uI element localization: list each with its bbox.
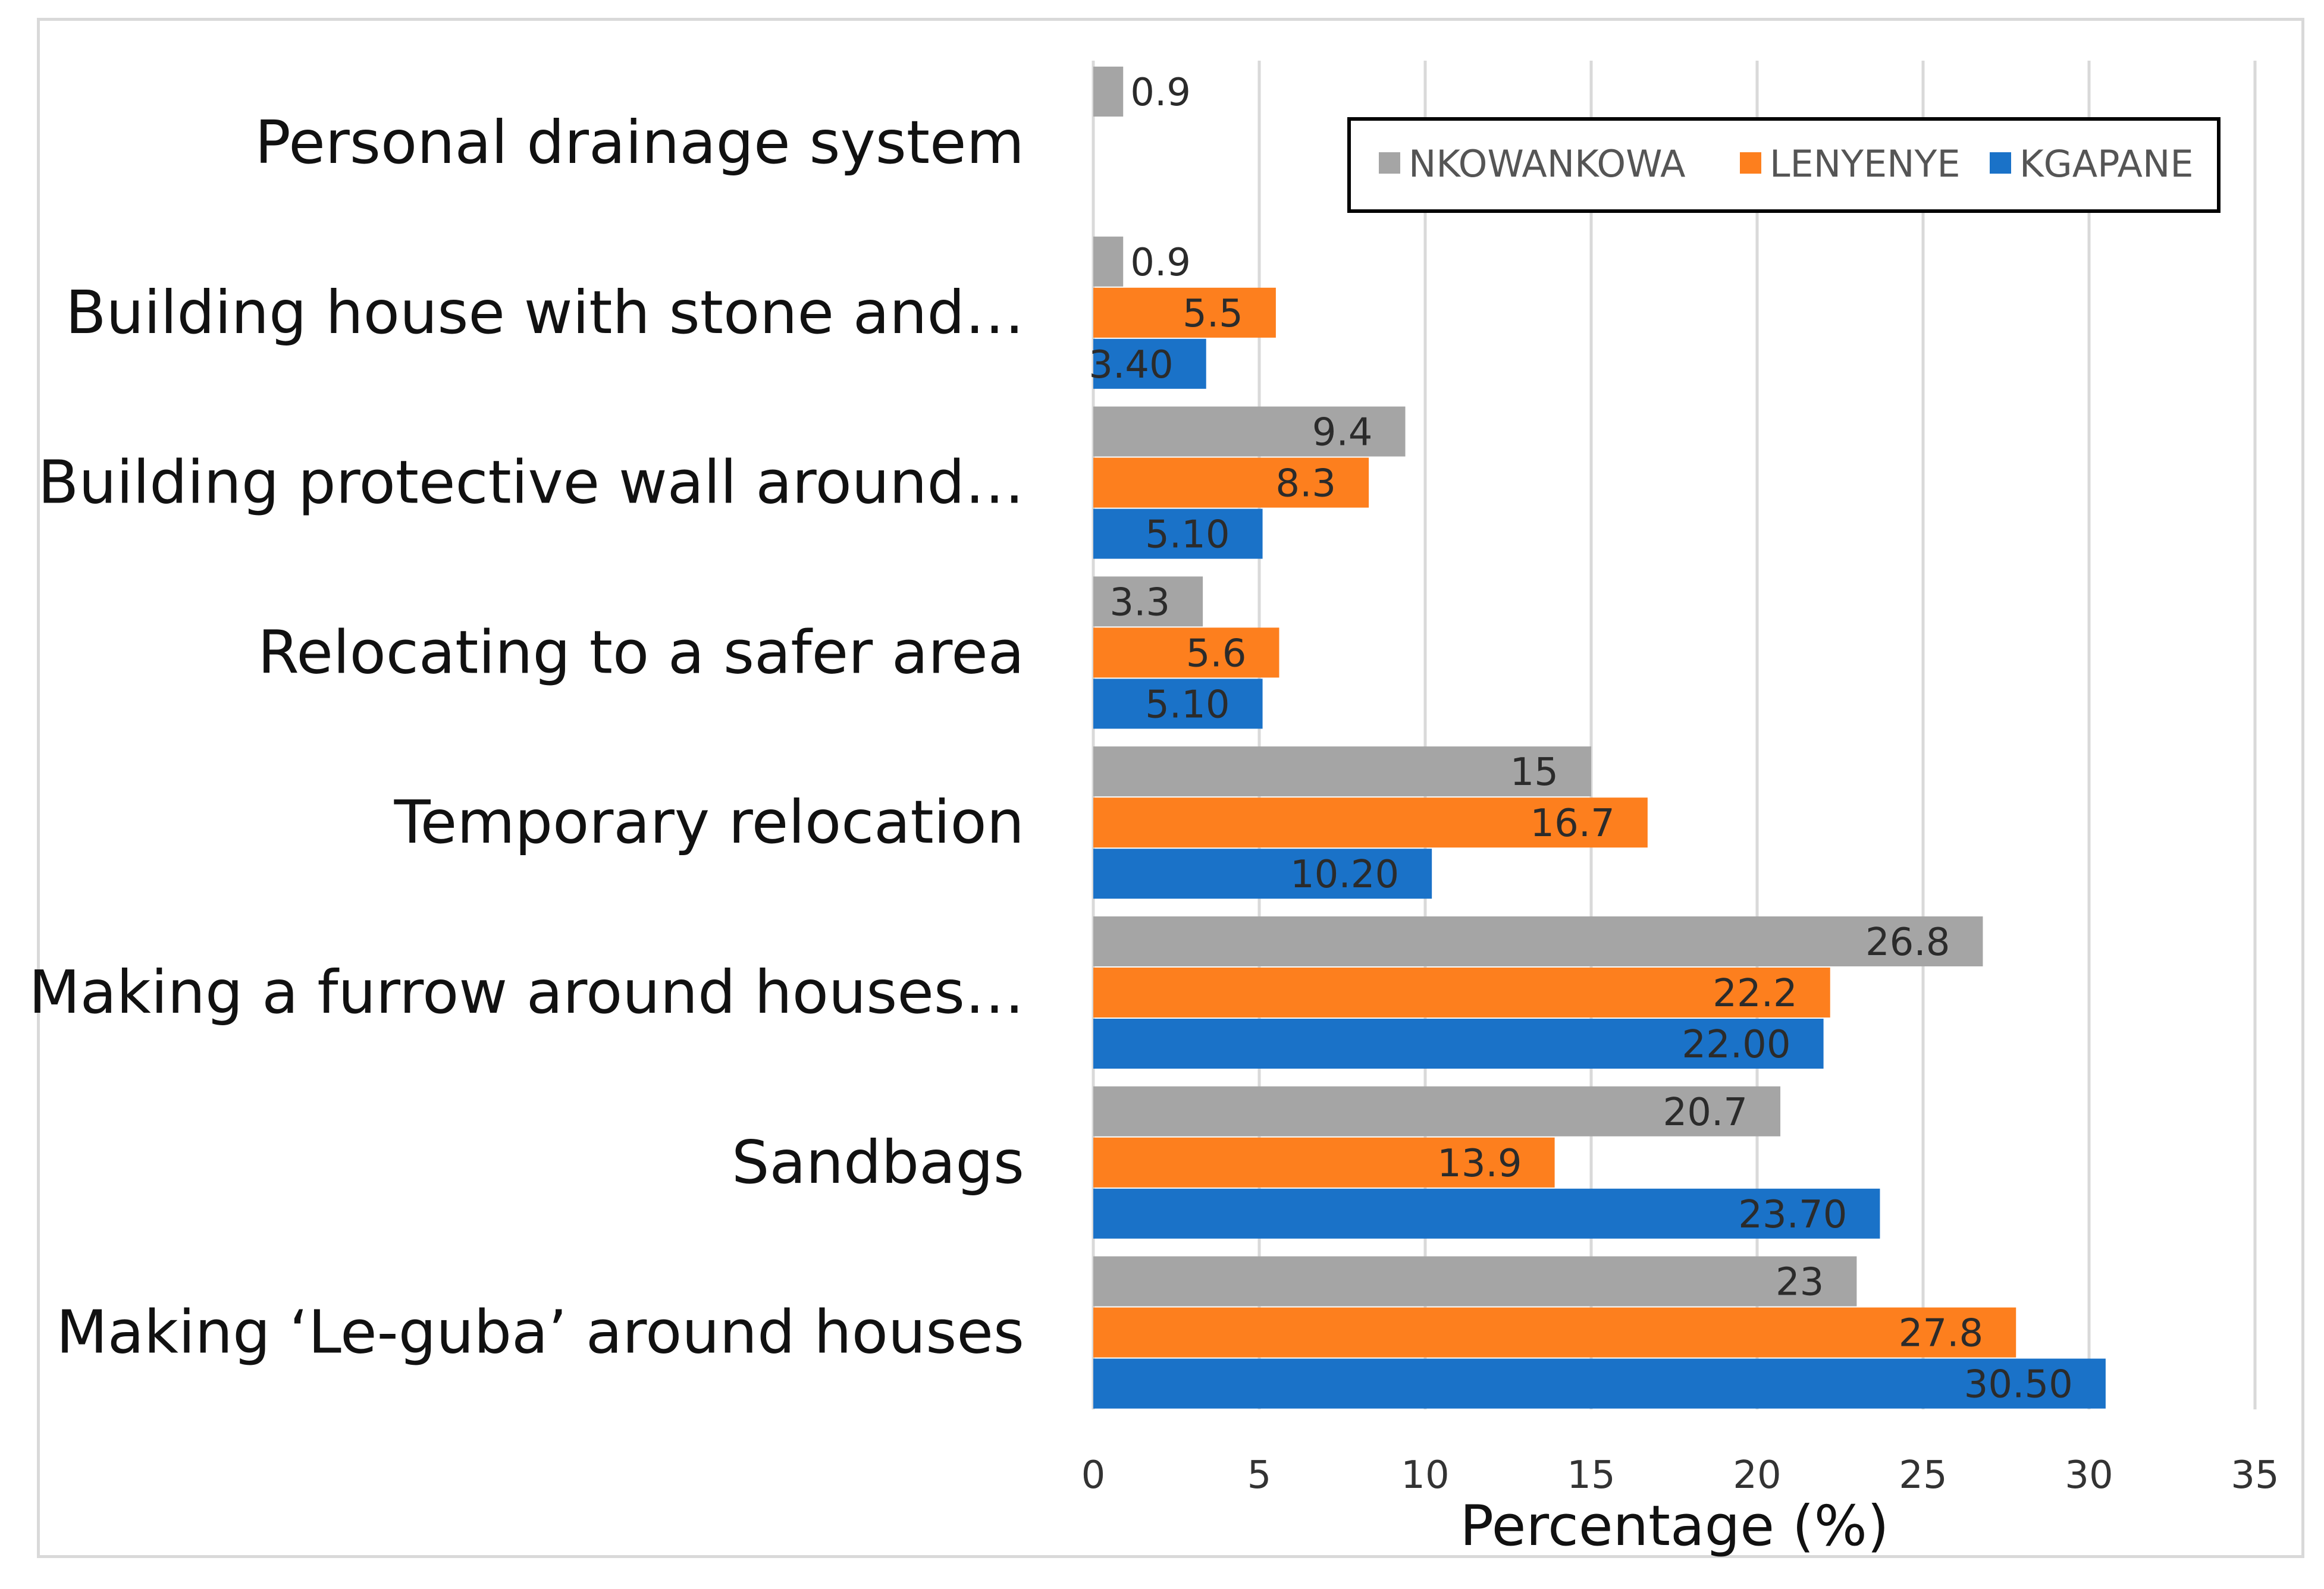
data-label-kgapane: 5.10 — [1145, 513, 1230, 557]
bar-lenyenye-4 — [1093, 797, 1648, 848]
x-tick-label: 15 — [1567, 1453, 1615, 1497]
x-tick-label: 20 — [1733, 1453, 1781, 1497]
legend-box — [1347, 117, 2220, 213]
bar-labels: 0.9 0.9 5.53.40 9.4 8.3 5.10 3.3 5.6 5.10 15 16.7 1… — [1089, 71, 2073, 1407]
legend-label-lenyenye: LENYENYE — [1770, 142, 1961, 186]
category-labels: Personal drainage system Building house w… — [29, 108, 1024, 1367]
data-label-nkowankowa: 9.4 — [1312, 411, 1373, 455]
bar-lenyenye-7 — [1093, 1307, 2016, 1358]
category-label: Temporary relocation — [394, 787, 1024, 857]
bar-lenyenye-2 — [1093, 457, 1369, 508]
legend-swatch-kgapane — [1990, 152, 2011, 174]
x-tick-label: 5 — [1247, 1453, 1272, 1497]
bar-kgapane-6 — [1093, 1188, 1880, 1239]
legend-swatch-nkowankowa — [1379, 152, 1400, 174]
x-tick-label: 0 — [1081, 1453, 1106, 1497]
bar-kgapane-3 — [1093, 679, 1263, 729]
bar-kgapane-7 — [1093, 1358, 2106, 1409]
category-label: Personal drainage system — [255, 108, 1024, 177]
bar-kgapane-1 — [1093, 338, 1206, 389]
data-label-nkowankowa: 0.9 — [1130, 241, 1191, 285]
data-label-lenyenye: 16.7 — [1530, 802, 1615, 846]
category-label: Relocating to a safer area — [258, 617, 1024, 687]
data-label-kgapane: 3.40 — [1089, 343, 1174, 387]
x-tick-label: 30 — [2065, 1453, 2113, 1497]
legend: NKOWANKOWA LENYENYE KGAPANE — [1347, 117, 2220, 213]
x-tick-label: 25 — [1899, 1453, 1947, 1497]
category-label: Making ‘Le-guba’ around houses — [57, 1298, 1025, 1367]
data-label-lenyenye: 27.8 — [1899, 1312, 1984, 1356]
category-label: Building house with stone and… — [65, 278, 1024, 347]
bar-nkowankowa-1 — [1093, 236, 1124, 287]
x-axis-title: Percentage (%) — [1460, 1494, 1889, 1559]
legend-label-kgapane: KGAPANE — [2019, 142, 2194, 186]
data-label-nkowankowa: 15 — [1510, 750, 1558, 794]
bar-kgapane-5 — [1093, 1019, 1824, 1069]
data-label-lenyenye: 8.3 — [1275, 462, 1336, 506]
data-label-nkowankowa: 26.8 — [1865, 921, 1950, 965]
bar-nkowankowa-7 — [1093, 1256, 1857, 1307]
bar-nkowankowa-5 — [1093, 916, 1983, 966]
data-label-lenyenye: 13.9 — [1437, 1142, 1522, 1186]
x-tick-labels: 0 5 10 15 20 25 30 35 — [1081, 1453, 2279, 1497]
bar-nkowankowa-4 — [1093, 746, 1591, 797]
bar-nkowankowa-3 — [1093, 576, 1203, 627]
category-label: Making a furrow around houses… — [29, 957, 1024, 1027]
data-label-nkowankowa: 3.3 — [1109, 580, 1170, 624]
data-label-kgapane: 22.00 — [1682, 1023, 1790, 1067]
data-label-kgapane: 30.50 — [1964, 1363, 2073, 1407]
bar-lenyenye-6 — [1093, 1137, 1555, 1188]
data-label-kgapane: 5.10 — [1145, 683, 1230, 727]
category-label: Sandbags — [732, 1128, 1024, 1197]
data-label-lenyenye: 22.2 — [1713, 972, 1798, 1016]
bar-kgapane-2 — [1093, 508, 1263, 559]
data-label-nkowankowa: 20.7 — [1663, 1091, 1748, 1135]
data-label-nkowankowa: 23 — [1776, 1261, 1824, 1305]
data-label-kgapane: 23.70 — [1738, 1193, 1847, 1237]
legend-swatch-lenyenye — [1740, 152, 1761, 174]
bar-kgapane-4 — [1093, 849, 1432, 899]
bar-nkowankowa-6 — [1093, 1086, 1781, 1136]
x-tick-label: 10 — [1401, 1453, 1449, 1497]
bar-lenyenye-3 — [1093, 627, 1279, 678]
bar-lenyenye-1 — [1093, 287, 1276, 338]
category-label: Building protective wall around… — [38, 448, 1024, 517]
data-label-lenyenye: 5.6 — [1186, 632, 1247, 676]
x-tick-label: 35 — [2231, 1453, 2279, 1497]
data-label-kgapane: 10.20 — [1290, 853, 1399, 897]
bar-nkowankowa-0 — [1093, 67, 1124, 117]
bar-lenyenye-5 — [1093, 968, 1830, 1018]
data-label-lenyenye: 5.5 — [1183, 292, 1243, 336]
bar-nkowankowa-2 — [1093, 406, 1406, 457]
bars — [1093, 67, 2106, 1409]
legend-label-nkowankowa: NKOWANKOWA — [1409, 142, 1686, 186]
data-label-nkowankowa: 0.9 — [1130, 71, 1191, 115]
